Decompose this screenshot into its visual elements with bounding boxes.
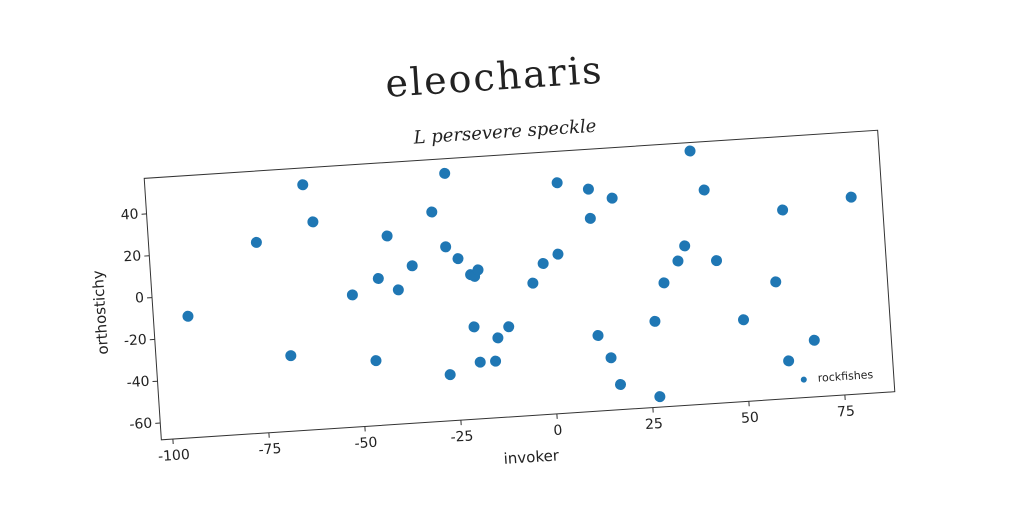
legend-label: rockfishes [817,368,874,385]
point [250,236,262,248]
point [658,277,670,289]
y-tick-label: -40 [126,374,150,391]
point [381,230,393,242]
x-tick-label: 25 [645,416,664,433]
point [426,206,438,218]
point [297,179,309,191]
point [672,255,684,267]
point [770,276,782,288]
chart-subtitle: L persevere speckle [412,116,597,149]
point [285,350,297,362]
point [370,355,382,367]
point [474,356,486,368]
point [503,321,515,333]
y-tick-label: 40 [120,206,139,223]
legend-marker [800,376,807,383]
point [472,264,484,276]
point [527,277,539,289]
point [783,355,795,367]
point [738,314,750,326]
point [606,192,618,204]
point [537,258,549,270]
chart-body: eleocharis L persevere speckle invoker o… [89,48,896,468]
point [584,212,596,224]
point [490,355,502,367]
x-tick-label: 75 [837,403,856,420]
chart-title: eleocharis [384,48,605,106]
point [551,177,563,189]
y-tick-label: 0 [135,290,145,307]
point [372,273,384,285]
point [182,310,194,322]
point [406,260,418,272]
point [654,391,666,403]
y-axis-label: orthostichy [89,270,112,356]
x-tick-label: -50 [354,435,378,452]
x-tick-label: -25 [450,428,474,445]
y-tick-label: -20 [123,332,147,349]
point [492,332,504,344]
point [684,145,696,157]
point [439,167,451,179]
point [582,183,594,195]
point [444,369,456,381]
point [392,284,404,296]
point [468,321,480,333]
y-tick-label: 20 [123,248,142,265]
point [615,378,627,390]
point [777,204,789,216]
point [452,253,464,265]
point [845,191,857,203]
point [711,255,723,267]
x-tick-label: 0 [553,423,563,440]
point [440,241,452,253]
point [679,240,691,252]
point [552,248,564,260]
point [605,352,617,364]
x-tick-label: -75 [258,441,282,458]
point [307,216,319,228]
point [592,330,604,342]
x-tick-label: -100 [158,447,191,465]
point [649,315,661,327]
point [698,184,710,196]
y-tick-label: -60 [129,416,153,433]
point [346,289,358,301]
point [808,334,820,346]
x-axis-label: invoker [503,446,560,468]
x-tick-label: 50 [741,410,760,427]
plot-frame [143,129,896,441]
